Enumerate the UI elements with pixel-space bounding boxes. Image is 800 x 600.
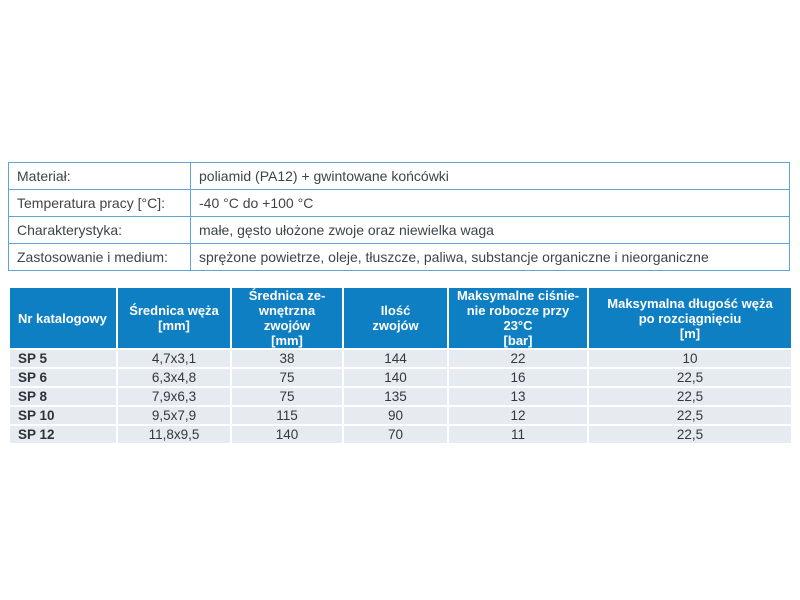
table-row: SP 5 4,7x3,1 38 144 22 10 [10,350,791,367]
column-header-catalog-number: Nr katalogowy [10,288,116,348]
cell-max-length: 22,5 [589,388,791,405]
cell-coil-count: 144 [344,350,447,367]
cell-coil-count: 140 [344,369,447,386]
spec-value: poliamid (PA12) + gwintowane końcówki [190,162,790,190]
column-header-max-pressure: Maksymalne ciśnie- nie robocze przy 23°C… [449,288,587,348]
cell-max-length: 22,5 [589,426,791,443]
spec-label: Zastosowanie i medium: [8,243,191,271]
cell-coil-count: 135 [344,388,447,405]
catalog-table: Nr katalogowy Średnica węża [mm] Średnic… [8,286,793,445]
cell-max-pressure: 16 [449,369,587,386]
column-header-coil-outer-diameter: Średnica ze- wnętrzna zwojów [mm] [232,288,342,348]
cell-max-pressure: 13 [449,388,587,405]
cell-hose-diameter: 7,9x6,3 [118,388,230,405]
spec-label: Materiał: [8,162,191,190]
cell-coil-outer-diameter: 140 [232,426,342,443]
cell-catalog-number: SP 12 [10,426,116,443]
column-header-hose-diameter: Średnica węża [mm] [118,288,230,348]
cell-max-length: 22,5 [589,369,791,386]
cell-hose-diameter: 9,5x7,9 [118,407,230,424]
spec-label: Temperatura pracy [°C]: [8,189,191,217]
table-row: SP 12 11,8x9,5 140 70 11 22,5 [10,426,791,443]
column-header-coil-count: Ilość zwojów [344,288,447,348]
cell-catalog-number: SP 10 [10,407,116,424]
spec-label: Charakterystyka: [8,216,191,244]
cell-catalog-number: SP 6 [10,369,116,386]
cell-coil-outer-diameter: 115 [232,407,342,424]
cell-hose-diameter: 4,7x3,1 [118,350,230,367]
cell-max-pressure: 22 [449,350,587,367]
cell-max-length: 22,5 [589,407,791,424]
spec-row: Materiał: poliamid (PA12) + gwintowane k… [8,162,790,190]
spec-row: Zastosowanie i medium: sprężone powietrz… [8,243,790,271]
table-row: SP 10 9,5x7,9 115 90 12 22,5 [10,407,791,424]
spec-table: Materiał: poliamid (PA12) + gwintowane k… [8,162,790,271]
column-header-max-length: Maksymalna długość węża po rozciągnięciu… [589,288,791,348]
spec-row: Temperatura pracy [°C]: -40 °C do +100 °… [8,189,790,217]
spec-value: małe, gęsto ułożone zwoje oraz niewielka… [190,216,790,244]
cell-hose-diameter: 11,8x9,5 [118,426,230,443]
cell-catalog-number: SP 5 [10,350,116,367]
spec-row: Charakterystyka: małe, gęsto ułożone zwo… [8,216,790,244]
cell-coil-outer-diameter: 75 [232,369,342,386]
spec-value: -40 °C do +100 °C [190,189,790,217]
cell-hose-diameter: 6,3x4,8 [118,369,230,386]
cell-coil-count: 70 [344,426,447,443]
cell-max-length: 10 [589,350,791,367]
cell-coil-count: 90 [344,407,447,424]
table-row: SP 6 6,3x4,8 75 140 16 22,5 [10,369,791,386]
cell-catalog-number: SP 8 [10,388,116,405]
table-header-row: Nr katalogowy Średnica węża [mm] Średnic… [10,288,791,348]
cell-max-pressure: 12 [449,407,587,424]
cell-coil-outer-diameter: 75 [232,388,342,405]
spec-value: sprężone powietrze, oleje, tłuszcze, pal… [190,243,790,271]
cell-coil-outer-diameter: 38 [232,350,342,367]
table-row: SP 8 7,9x6,3 75 135 13 22,5 [10,388,791,405]
cell-max-pressure: 11 [449,426,587,443]
